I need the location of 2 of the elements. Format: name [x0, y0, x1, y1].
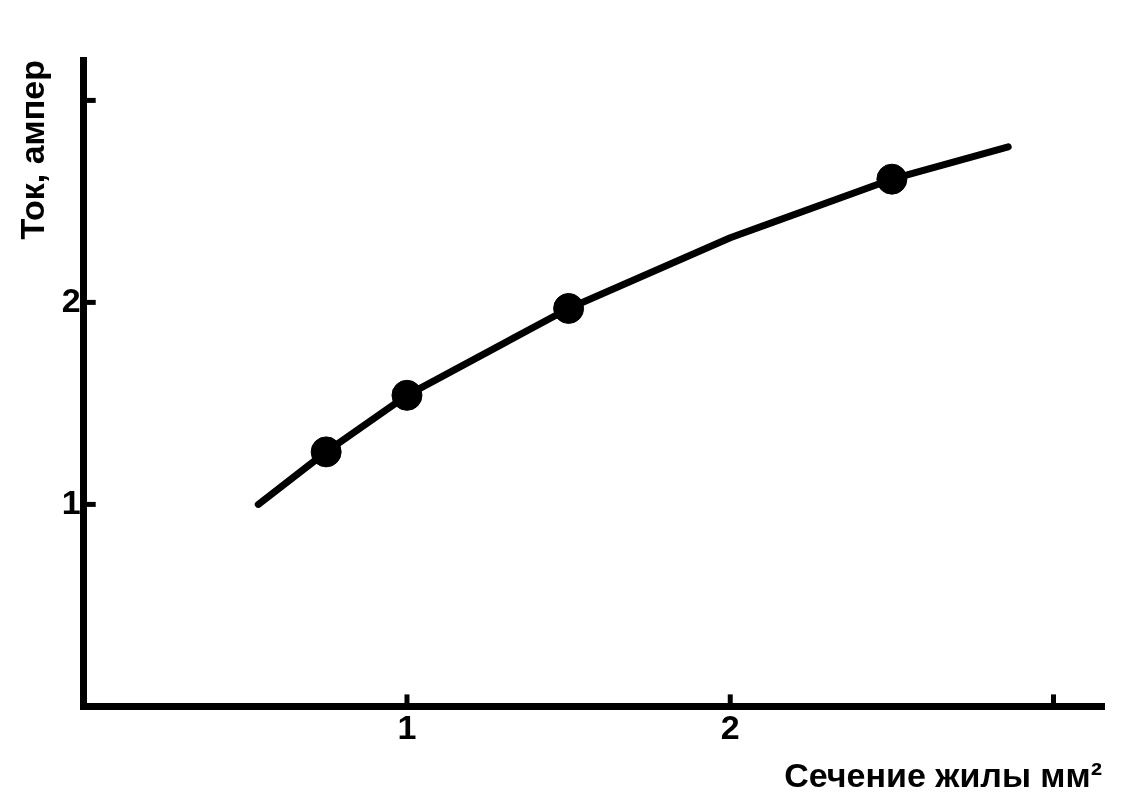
y-axis-title: Ток, ампер: [12, 60, 51, 240]
x-axis-title: Сечение жилы мм²: [784, 755, 1102, 794]
